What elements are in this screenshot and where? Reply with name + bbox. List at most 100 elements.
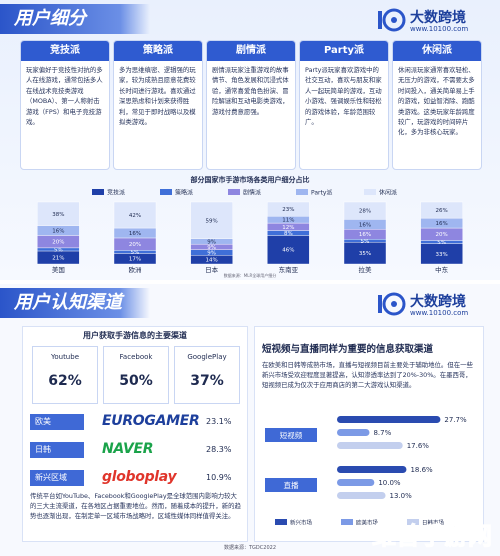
channel-share: 62% <box>48 373 82 389</box>
media-name: globoplay <box>102 469 177 485</box>
logo-url: www.10100.com <box>410 25 469 33</box>
legend-swatch <box>160 189 172 195</box>
source-note: 数据来源：TGDC2022 <box>224 545 276 551</box>
media-share: 28.3% <box>206 445 232 454</box>
segment-card: 休闲派休闲派玩家通常喜欢轻松、无压力的游戏，不需要太多时间投入，通关简单易上手的… <box>392 40 482 170</box>
value-label: 16% <box>52 229 64 235</box>
x-tick-label: 中东 <box>435 265 449 274</box>
value-label: 16% <box>129 231 141 237</box>
legend-label: 剧情派 <box>243 189 261 197</box>
x-tick-label: 东南亚 <box>279 265 299 274</box>
value-label: 35% <box>359 251 371 257</box>
right-text: 在欧美和日韩等成熟市场，直播与短视频目前主要处于辅助地位。但在一些新兴市场受欢迎… <box>262 361 473 389</box>
segment-card: 剧情派剧情派玩家注重游戏的故事情节、角色发展和沉浸式体验，通常喜爱角色扮演、冒险… <box>206 40 296 170</box>
channel-share: 50% <box>119 373 153 389</box>
watermark: 维普手游网 <box>372 522 493 551</box>
x-tick-label: 欧洲 <box>129 265 142 274</box>
value-label: 16% <box>436 221 448 227</box>
x-tick-label: 拉美 <box>359 265 373 274</box>
card-text: 休闲派玩家通常喜欢轻松、无压力的游戏，不需要太多时间投入，通关简单易上手的游戏，… <box>398 66 475 137</box>
channel-chart: 短视频 27.7% 8.7% 17.6% 直播 18.6% 10.0% 13.0% 新兴市场 欧美… <box>265 416 467 527</box>
value-label: 18.6% <box>410 466 433 474</box>
card-title: 竞技派 <box>21 41 109 61</box>
card-title: 休闲派 <box>393 41 481 61</box>
left-text: 传统平台如YouTube、Facebook和GooglePlay是全球范围内影响… <box>30 492 241 520</box>
logo-brand: 大数跨境 <box>410 294 466 310</box>
segment-card: 策略派 多为思维缜密、逻辑强的玩家，较为成熟且愿意花费较长时间进行游戏。喜欢通过深… <box>113 40 203 170</box>
value-label: 21% <box>52 255 64 261</box>
value-label: 23% <box>282 207 294 213</box>
region-label: 新兴区域 <box>30 470 84 486</box>
logo: 大数跨境 www.10100.com <box>376 290 486 320</box>
value-label: 42% <box>129 213 141 219</box>
value-label: 27.7% <box>444 416 467 424</box>
legend-label: 休闲派 <box>379 189 397 197</box>
legend-label: 竞技派 <box>107 189 125 197</box>
bar-segment <box>267 235 310 265</box>
segment-card: 竞技派玩家偏好于竞技性对抗的多人在线游戏，通常包括多人在线战术竞技类游戏（MOB… <box>20 40 110 170</box>
bar-segment <box>420 201 463 219</box>
value-label: 5% <box>361 239 370 245</box>
value-label: 46% <box>282 248 294 254</box>
card-text: 多为思维缜密、逻辑强的玩家，较为成熟且愿意花费较长时间进行游戏。喜欢通过深思熟虑… <box>119 66 196 127</box>
legend-label: 新兴市场 <box>290 519 313 527</box>
value-label: 38% <box>52 212 64 218</box>
value-label: 20% <box>129 242 141 248</box>
legend-swatch <box>275 519 287 525</box>
value-label: 13.0% <box>390 492 413 500</box>
value-label: 59% <box>206 218 218 224</box>
group-label-box <box>265 428 317 442</box>
segment-card: Party派 Party派玩家喜欢游戏中的社交互动，喜欢与朋友和家人一起玩简单的游… <box>299 40 389 170</box>
logo-mark <box>378 292 406 316</box>
value-label: 5% <box>54 247 63 253</box>
value-label: 16% <box>359 222 371 228</box>
legend-swatch <box>341 519 353 525</box>
value-label: 33% <box>436 252 448 258</box>
y-tick-label: 直播 <box>284 480 299 490</box>
value-label: 17.6% <box>407 442 430 450</box>
bar <box>337 466 407 473</box>
legend-swatch <box>364 189 376 195</box>
bar-segment <box>37 201 80 226</box>
media-share: 23.1% <box>206 417 232 426</box>
channel-name: Facebook <box>119 353 153 361</box>
value-label: 28% <box>359 209 371 215</box>
value-label: 5% <box>437 240 446 246</box>
left-heading: 用户获取手游信息的主要渠道 <box>83 331 187 340</box>
value-label: 9% <box>207 245 216 251</box>
value-label: 5% <box>131 250 140 256</box>
channel-box: GooglePlay 37% <box>174 346 240 404</box>
value-label: 17% <box>129 257 141 263</box>
value-label: 9% <box>207 239 216 245</box>
card-text: 玩家偏好于竞技性对抗的多人在线游戏，通常包括多人在线战术竞技类游戏（MOBA）、… <box>26 66 103 127</box>
bar-segment <box>190 201 233 239</box>
x-tick-label: 美国 <box>52 265 65 274</box>
card-title: 剧情派 <box>207 41 295 61</box>
bar-segment <box>267 201 310 217</box>
card-text: Party派玩家喜欢游戏中的社交互动，喜欢与朋友和家人一起玩简单的游戏，互动小游… <box>305 66 382 127</box>
bar <box>337 479 375 486</box>
bar <box>337 429 370 436</box>
channel-name: GooglePlay <box>187 353 227 361</box>
legend-swatch <box>92 189 104 195</box>
media-share: 10.9% <box>206 473 232 482</box>
value-label: 8.7% <box>373 429 391 437</box>
legend-swatch <box>407 519 419 525</box>
region-label: 日韩 <box>30 442 84 458</box>
chart-source: 数据来源：MLR全球用户细分 <box>224 272 276 278</box>
group-label-box <box>265 478 317 492</box>
chart-title: 部分国家市手游市场各类用户细分占比 <box>191 175 310 184</box>
value-label: 10.0% <box>378 479 401 487</box>
value-label: 26% <box>436 208 448 214</box>
card-title: Party派 <box>300 41 388 61</box>
media-name: EUROGAMER <box>102 413 200 429</box>
legend-label: Party派 <box>311 190 332 197</box>
channel-box: Youtube 62% <box>32 346 98 404</box>
bar-segment <box>343 201 387 220</box>
card-text: 剧情派玩家注重游戏的故事情节、角色发展和沉浸式体验，通常喜爱角色扮演、冒险解谜和… <box>212 66 289 116</box>
legend-label: 策略派 <box>175 189 193 197</box>
section-title: 用户细分 <box>0 4 150 34</box>
logo: 大数跨境 www.10100.com <box>376 6 486 36</box>
x-tick-label: 日本 <box>205 265 219 274</box>
